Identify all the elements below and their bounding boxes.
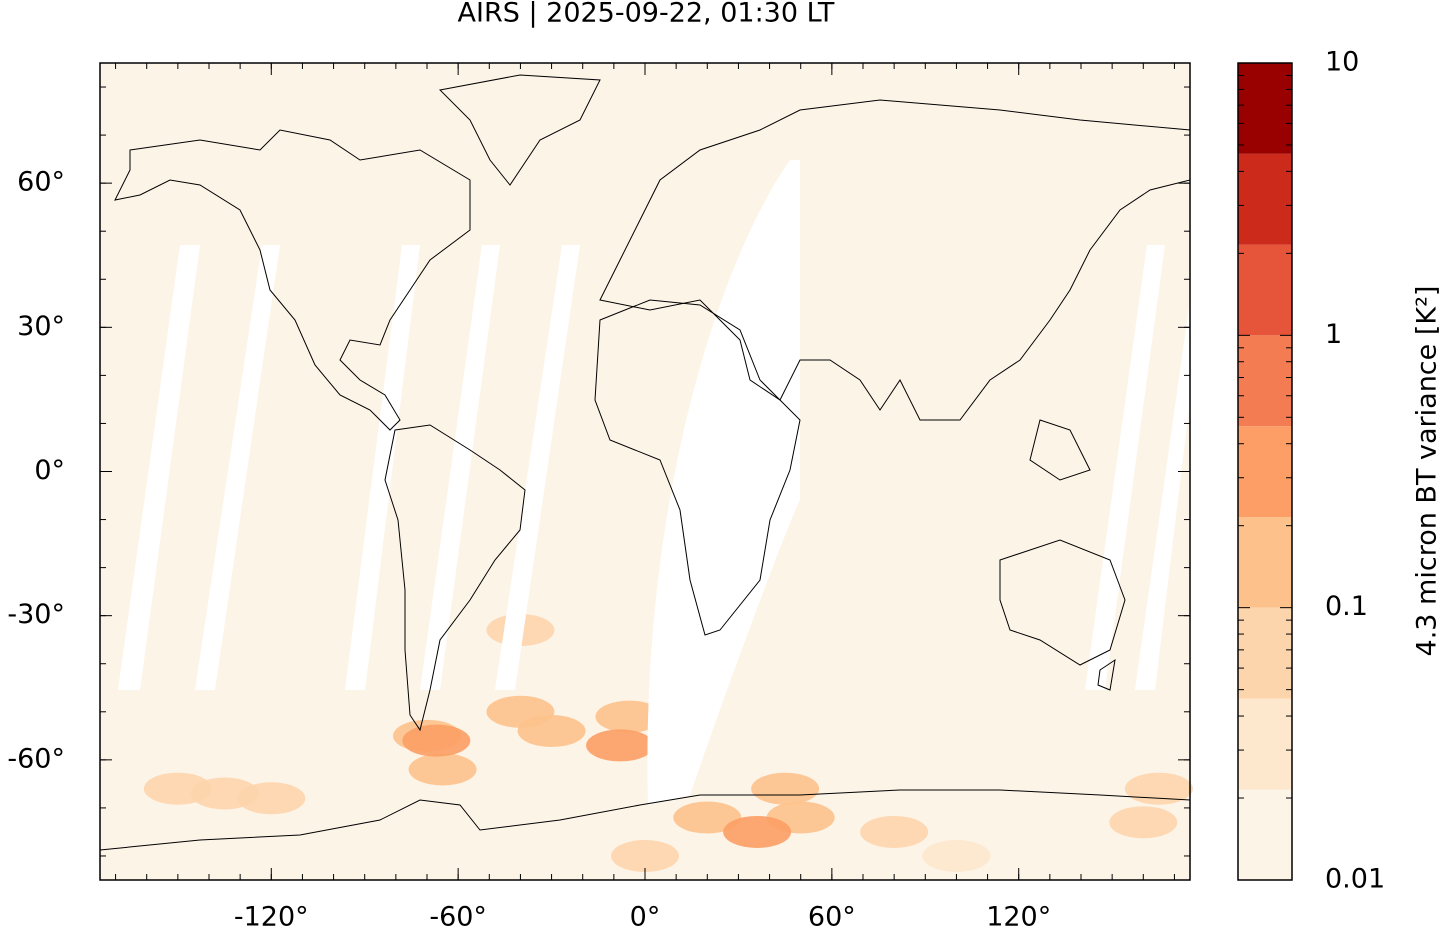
colorbar-band bbox=[1238, 63, 1292, 154]
y-tick-label: 60° bbox=[17, 167, 65, 198]
colorbar-band bbox=[1238, 245, 1292, 336]
colorbar-band bbox=[1238, 154, 1292, 245]
map-area bbox=[100, 63, 1190, 880]
colorbar: 0.01 0.1 1 10 bbox=[1238, 47, 1385, 895]
colorbar-band bbox=[1238, 789, 1292, 880]
colorbar-band bbox=[1238, 608, 1292, 699]
colorbar-tick-label: 10 bbox=[1325, 47, 1359, 78]
x-tick-label: 120° bbox=[986, 902, 1051, 931]
y-tick-label: 0° bbox=[34, 455, 65, 486]
colorbar-tick-label: 1 bbox=[1325, 319, 1342, 350]
variance-patch bbox=[402, 725, 470, 757]
colorbar-label: 4.3 micron BT variance [K²] bbox=[1412, 286, 1442, 657]
colorbar-band bbox=[1238, 698, 1292, 789]
colorbar-tick-label: 0.1 bbox=[1325, 591, 1368, 622]
variance-patch bbox=[860, 816, 928, 848]
chart-title: AIRS | 2025-09-22, 01:30 LT bbox=[458, 0, 835, 29]
variance-patch bbox=[751, 773, 819, 805]
variance-patch bbox=[922, 840, 990, 872]
y-tick-label: -60° bbox=[7, 743, 65, 774]
colorbar-band bbox=[1238, 517, 1292, 608]
variance-patch bbox=[586, 729, 654, 761]
variance-patch bbox=[144, 773, 212, 805]
y-tick-label: 30° bbox=[17, 311, 65, 342]
x-tick-label: -60° bbox=[429, 902, 487, 931]
colorbar-band bbox=[1238, 426, 1292, 517]
colorbar-band bbox=[1238, 335, 1292, 426]
map-background bbox=[100, 63, 1190, 880]
colorbar-tick-label: 0.01 bbox=[1325, 864, 1385, 895]
x-tick-label: 0° bbox=[630, 902, 661, 931]
variance-patch bbox=[1109, 806, 1177, 838]
variance-patch bbox=[409, 753, 477, 785]
variance-patch bbox=[611, 840, 679, 872]
variance-patch bbox=[723, 816, 791, 848]
x-tick-label: 60° bbox=[808, 902, 856, 931]
variance-patch bbox=[518, 715, 586, 747]
x-tick-label: -120° bbox=[234, 902, 309, 931]
y-tick-label: -30° bbox=[7, 599, 65, 630]
